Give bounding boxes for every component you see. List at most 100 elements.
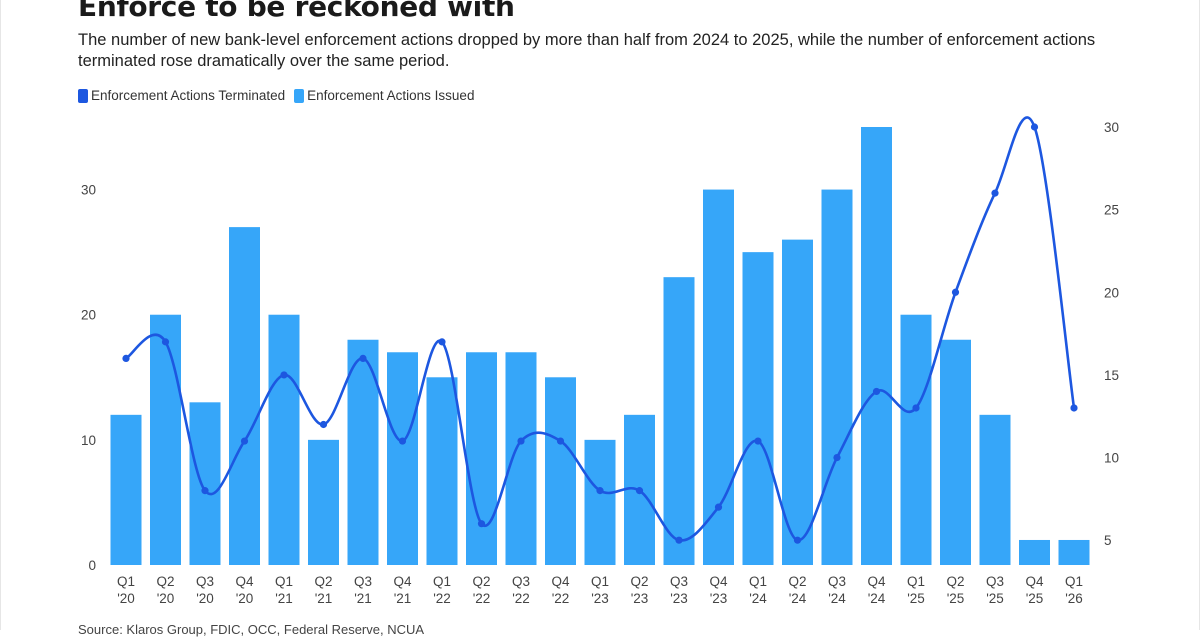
- x-tick-label-quarter: Q3: [196, 574, 214, 589]
- y-right-tick-label: 5: [1104, 533, 1112, 548]
- legend-label-terminated: Enforcement Actions Terminated: [91, 88, 286, 103]
- point-terminated: [793, 536, 802, 544]
- bar-issued: [940, 339, 971, 565]
- point-terminated: [122, 354, 130, 362]
- x-tick-label-quarter: Q2: [788, 574, 806, 589]
- x-tick-label-year: '22: [433, 591, 451, 606]
- y-left-tick-label: 0: [88, 558, 96, 573]
- x-tick-label-quarter: Q4: [235, 574, 254, 589]
- y-right-tick-label: 10: [1104, 451, 1119, 466]
- bar-issued: [584, 439, 616, 565]
- bar-issued: [861, 127, 892, 565]
- point-terminated: [359, 354, 367, 362]
- bar-issued: [110, 414, 142, 565]
- x-tick-label-year: '23: [591, 591, 609, 606]
- point-terminated: [951, 288, 960, 296]
- x-tick-label-quarter: Q3: [828, 574, 846, 589]
- x-tick-label-quarter: Q1: [117, 574, 135, 589]
- y-left-tick-label: 20: [81, 308, 96, 323]
- x-tick-label-quarter: Q2: [946, 574, 964, 589]
- point-terminated: [991, 189, 999, 197]
- bar-issued: [426, 377, 458, 565]
- point-terminated: [872, 387, 881, 396]
- point-terminated: [319, 420, 328, 429]
- point-terminated: [517, 437, 525, 445]
- point-terminated: [201, 487, 209, 495]
- x-tick-label-year: '23: [631, 591, 649, 606]
- y-right-tick-label: 15: [1104, 368, 1119, 383]
- y-right-tick-label: 20: [1104, 285, 1119, 300]
- x-tick-label-quarter: Q4: [1025, 574, 1044, 589]
- point-terminated: [1070, 404, 1078, 412]
- point-terminated: [1030, 123, 1039, 131]
- x-tick-label-quarter: Q4: [551, 574, 570, 589]
- bar-issued: [1019, 539, 1050, 565]
- bar-issued: [545, 377, 576, 565]
- chart-legend: Enforcement Actions Terminated Enforceme…: [78, 88, 483, 103]
- bar-issued: [821, 189, 853, 566]
- chart-subtitle: The number of new bank-level enforcement…: [78, 31, 1096, 70]
- legend-swatch-issued: [294, 88, 305, 103]
- x-tick-label-quarter: Q1: [907, 574, 925, 589]
- point-terminated: [477, 520, 486, 528]
- point-terminated: [240, 437, 249, 445]
- x-tick-label-quarter: Q3: [986, 574, 1004, 589]
- point-terminated: [161, 338, 170, 346]
- legend-swatch-terminated: [78, 88, 88, 103]
- y-left-tick-label: 10: [81, 433, 96, 448]
- x-tick-label-year: '20: [117, 591, 135, 606]
- bar-issued: [268, 314, 300, 565]
- point-terminated: [912, 404, 920, 412]
- x-tick-label-year: '22: [473, 591, 491, 606]
- bar-issued: [979, 414, 1011, 565]
- x-tick-label-year: '24: [749, 591, 767, 606]
- bar-issued: [387, 352, 418, 565]
- frame-border-left: [0, 0, 1, 630]
- bar-issued: [505, 352, 537, 565]
- chart-title: Enforce to be reckoned with: [78, 0, 515, 23]
- point-terminated: [438, 338, 446, 346]
- legend-item-issued: Enforcement Actions Issued: [294, 88, 474, 103]
- bar-issued: [1058, 539, 1090, 565]
- bar-issued: [150, 314, 181, 565]
- y-right-tick-label: 30: [1104, 120, 1119, 135]
- x-tick-label-year: '23: [670, 591, 688, 606]
- x-tick-label-quarter: Q3: [512, 574, 530, 589]
- x-tick-label-quarter: Q1: [749, 574, 767, 589]
- x-tick-label-year: '24: [868, 591, 886, 606]
- point-terminated: [635, 487, 644, 495]
- x-tick-label-quarter: Q2: [472, 574, 490, 589]
- bar-issued: [900, 314, 932, 565]
- bar-issued: [703, 189, 734, 566]
- x-tick-label-quarter: Q3: [354, 574, 372, 589]
- point-terminated: [596, 487, 604, 495]
- x-tick-label-quarter: Q1: [1065, 574, 1083, 589]
- y-left-tick-label: 30: [81, 183, 96, 198]
- x-tick-label-year: '21: [275, 591, 293, 606]
- x-tick-label-quarter: Q1: [275, 574, 293, 589]
- x-tick-label-year: '20: [236, 591, 254, 606]
- x-tick-label-quarter: Q4: [393, 574, 412, 589]
- x-tick-label-quarter: Q2: [630, 574, 648, 589]
- x-tick-label-quarter: Q2: [156, 574, 174, 589]
- bar-issued: [466, 352, 497, 565]
- x-tick-label-year: '26: [1065, 591, 1083, 606]
- x-tick-label-year: '21: [354, 591, 372, 606]
- point-terminated: [833, 453, 841, 462]
- x-tick-label-quarter: Q1: [591, 574, 609, 589]
- x-tick-label-year: '23: [710, 591, 728, 606]
- x-tick-label-quarter: Q4: [709, 574, 728, 589]
- x-tick-label-year: '25: [907, 591, 925, 606]
- bar-issued: [663, 277, 695, 565]
- x-tick-label-year: '20: [196, 591, 214, 606]
- legend-item-terminated: Enforcement Actions Terminated: [78, 88, 285, 103]
- bar-issued: [782, 239, 813, 565]
- x-tick-label-year: '21: [315, 591, 333, 606]
- x-tick-label-year: '20: [157, 591, 175, 606]
- point-terminated: [714, 503, 723, 511]
- y-right-tick-label: 25: [1104, 203, 1119, 218]
- point-terminated: [754, 437, 762, 445]
- point-terminated: [675, 536, 683, 544]
- x-tick-label-year: '24: [789, 591, 807, 606]
